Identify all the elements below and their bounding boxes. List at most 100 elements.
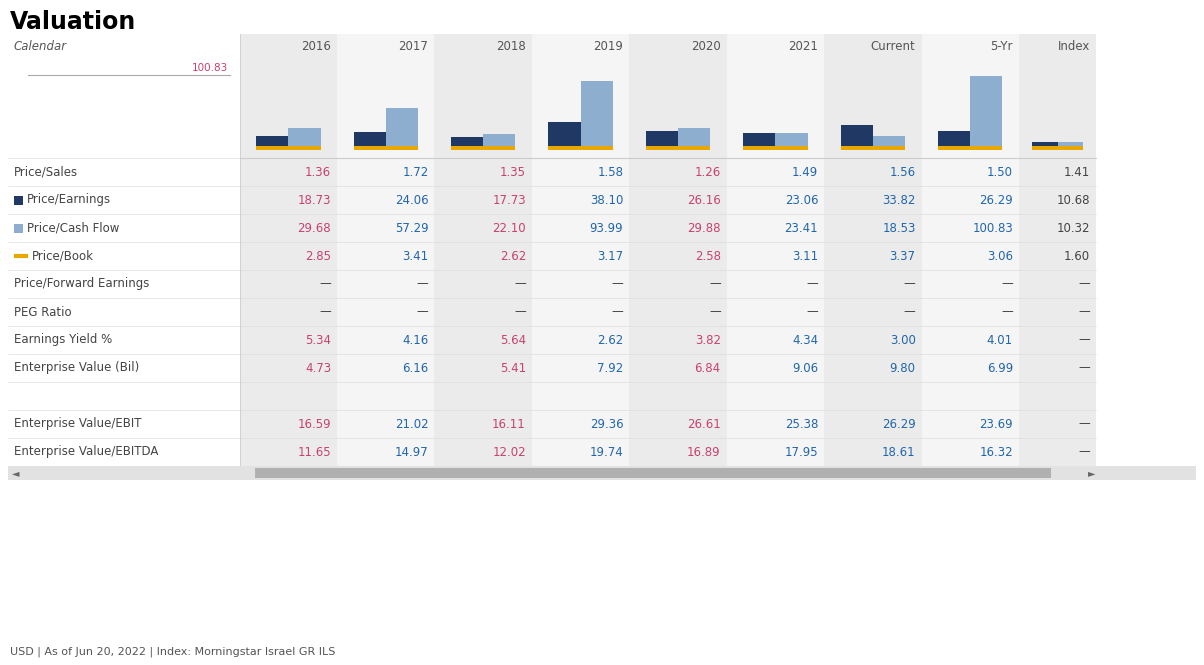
Bar [8,34,240,466]
Text: 5.41: 5.41 [500,362,526,374]
Bar [354,146,418,150]
Text: Current: Current [870,39,915,53]
Text: 10.32: 10.32 [1057,221,1090,235]
Text: 26.29: 26.29 [881,418,915,430]
Text: 1.50: 1.50 [987,166,1013,178]
Text: —: — [709,277,721,291]
Bar [1019,34,1096,466]
Text: Price/Cash Flow: Price/Cash Flow [26,221,119,235]
Bar [645,131,678,150]
Text: 38.10: 38.10 [590,194,624,207]
Text: 23.41: 23.41 [785,221,819,235]
Text: 25.38: 25.38 [785,418,819,430]
Text: 14.97: 14.97 [395,446,429,458]
Text: ◄: ◄ [12,468,19,478]
Text: 17.73: 17.73 [492,194,526,207]
Text: 2.58: 2.58 [695,249,721,263]
Text: —: — [417,305,429,319]
Text: 26.16: 26.16 [687,194,721,207]
Text: 100.83: 100.83 [191,63,228,73]
Text: 6.84: 6.84 [695,362,721,374]
Text: 33.82: 33.82 [883,194,915,207]
Text: 4.73: 4.73 [305,362,331,374]
Text: Valuation: Valuation [10,10,136,34]
Text: 6.99: 6.99 [987,362,1013,374]
Text: 93.99: 93.99 [590,221,624,235]
Text: —: — [807,277,819,291]
Text: Enterprise Value (Bil): Enterprise Value (Bil) [14,362,140,374]
Text: 4.01: 4.01 [987,334,1013,346]
Text: —: — [319,305,331,319]
Bar [337,34,435,466]
Bar [435,34,532,466]
Text: 3.11: 3.11 [792,249,819,263]
Bar [255,468,1051,478]
Text: —: — [1002,305,1013,319]
Text: —: — [709,305,721,319]
Text: 2.62: 2.62 [597,334,624,346]
Text: —: — [1079,446,1090,458]
Text: 2.62: 2.62 [500,249,526,263]
Bar [452,137,483,150]
Text: —: — [319,277,331,291]
Text: 7.92: 7.92 [597,362,624,374]
Text: Enterprise Value/EBIT: Enterprise Value/EBIT [14,418,142,430]
Text: —: — [1079,277,1090,291]
Text: 3.37: 3.37 [890,249,915,263]
Text: 29.88: 29.88 [687,221,721,235]
Text: 1.35: 1.35 [500,166,526,178]
Text: 100.83: 100.83 [973,221,1013,235]
Text: 1.36: 1.36 [305,166,331,178]
Text: 3.82: 3.82 [695,334,721,346]
Text: 26.61: 26.61 [687,418,721,430]
Text: 16.11: 16.11 [492,418,526,430]
Bar [743,146,808,150]
Text: Price/Earnings: Price/Earnings [26,194,111,207]
Text: 3.00: 3.00 [890,334,915,346]
Text: —: — [417,277,429,291]
Text: 4.16: 4.16 [402,334,429,346]
Text: 1.56: 1.56 [890,166,915,178]
Bar [549,146,613,150]
Text: —: — [1002,277,1013,291]
Bar [289,128,320,150]
Bar [678,128,710,150]
Text: 2020: 2020 [691,39,721,53]
Bar [840,125,873,150]
Text: Earnings Yield %: Earnings Yield % [14,334,112,346]
Text: USD | As of Jun 20, 2022 | Index: Morningstar Israel GR ILS: USD | As of Jun 20, 2022 | Index: Mornin… [10,646,336,657]
Bar [938,131,970,150]
Text: 2016: 2016 [301,39,331,53]
Bar [630,34,727,466]
Text: 3.41: 3.41 [402,249,429,263]
Text: 23.06: 23.06 [785,194,819,207]
Bar [1032,146,1084,150]
Text: —: — [904,305,915,319]
Text: —: — [1079,362,1090,374]
Text: 26.29: 26.29 [979,194,1013,207]
Bar [256,146,320,150]
Text: Price/Book: Price/Book [33,249,94,263]
Text: —: — [1079,418,1090,430]
Bar [921,34,1019,466]
Bar [483,134,515,150]
Text: 5.64: 5.64 [500,334,526,346]
Bar [1032,142,1057,150]
Text: 23.69: 23.69 [979,418,1013,430]
Text: 5-Yr: 5-Yr [991,39,1013,53]
Text: 3.06: 3.06 [987,249,1013,263]
Text: —: — [612,305,624,319]
Text: 19.74: 19.74 [590,446,624,458]
Bar [825,34,921,466]
Bar [14,224,23,233]
Text: 2021: 2021 [789,39,819,53]
Text: 12.02: 12.02 [492,446,526,458]
Bar [840,146,905,150]
Bar [1057,142,1084,150]
Text: —: — [904,277,915,291]
Bar [549,122,580,150]
Bar [452,146,515,150]
Bar [727,34,825,466]
Text: 9.06: 9.06 [792,362,819,374]
Text: 4.34: 4.34 [792,334,819,346]
